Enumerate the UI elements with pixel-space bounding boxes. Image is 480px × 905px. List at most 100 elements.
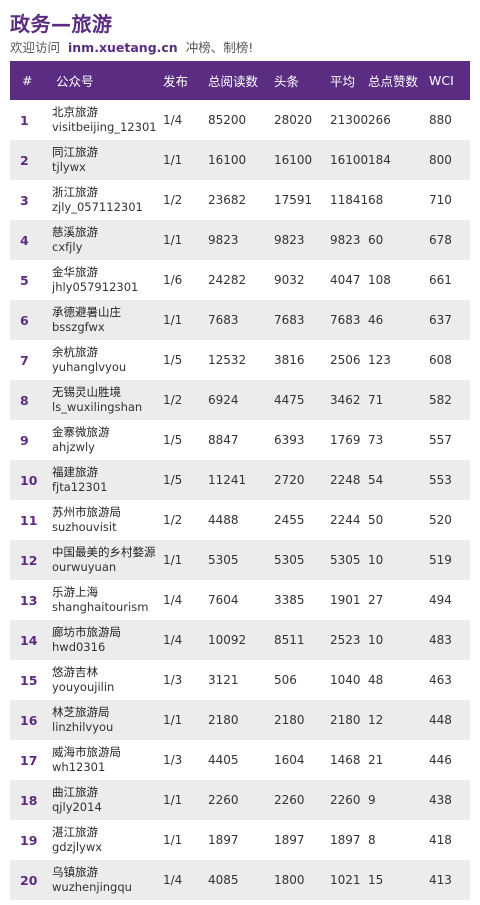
total-likes: 123 bbox=[368, 353, 391, 367]
account-id: linzhilvyou bbox=[52, 720, 114, 734]
account-cell[interactable]: 威海市旅游局 wh12301 bbox=[52, 745, 163, 775]
account-name[interactable]: 同江旅游 bbox=[52, 145, 98, 159]
average-reads: 1769 bbox=[330, 433, 361, 447]
table-row[interactable]: 1 北京旅游 visitbeijing_12301 1/4 85200 28020 2130… bbox=[10, 100, 470, 140]
table-row[interactable]: 16 林芝旅游局 linzhilvyou 1/1 2180 2180 2180 12 448 bbox=[10, 700, 470, 740]
col-header-publish[interactable]: 发布 bbox=[163, 74, 189, 89]
account-name[interactable]: 承德避暑山庄 bbox=[52, 305, 121, 319]
table-row[interactable]: 12 中国最美的乡村婺源 ourwuyuan 1/1 5305 5305 5305 10 519 bbox=[10, 540, 470, 580]
total-reads: 4405 bbox=[208, 753, 239, 767]
wci-score: 800 bbox=[429, 153, 452, 167]
account-cell[interactable]: 乌镇旅游 wuzhenjingqu bbox=[52, 865, 163, 895]
account-name[interactable]: 无锡灵山胜境 bbox=[52, 385, 121, 399]
headline-reads: 6393 bbox=[274, 433, 305, 447]
account-cell[interactable]: 北京旅游 visitbeijing_12301 bbox=[52, 105, 163, 135]
col-header-headline[interactable]: 头条 bbox=[274, 74, 300, 89]
account-cell[interactable]: 中国最美的乡村婺源 ourwuyuan bbox=[52, 545, 163, 575]
rank-number: 7 bbox=[20, 352, 29, 368]
account-cell[interactable]: 承德避暑山庄 bsszgfwx bbox=[52, 305, 163, 335]
account-cell[interactable]: 慈溪旅游 cxfjly bbox=[52, 225, 163, 255]
publish-count: 1/2 bbox=[163, 193, 183, 207]
account-id: ourwuyuan bbox=[52, 560, 117, 574]
account-name[interactable]: 中国最美的乡村婺源 bbox=[52, 545, 156, 559]
account-name[interactable]: 林芝旅游局 bbox=[52, 705, 110, 719]
publish-count: 1/6 bbox=[163, 273, 183, 287]
account-cell[interactable]: 金华旅游 jhly057912301 bbox=[52, 265, 163, 295]
table-row[interactable]: 17 威海市旅游局 wh12301 1/3 4405 1604 1468 21 446 bbox=[10, 740, 470, 780]
table-row[interactable]: 13 乐游上海 shanghaitourism 1/4 7604 3385 1901 27 49… bbox=[10, 580, 470, 620]
account-name[interactable]: 威海市旅游局 bbox=[52, 745, 121, 759]
table-row[interactable]: 8 无锡灵山胜境 ls_wuxilingshan 1/2 6924 4475 3462 71 5… bbox=[10, 380, 470, 420]
account-name[interactable]: 浙江旅游 bbox=[52, 185, 98, 199]
account-id: gdzjlywx bbox=[52, 840, 103, 854]
account-name[interactable]: 悠游吉林 bbox=[52, 665, 98, 679]
account-cell[interactable]: 林芝旅游局 linzhilvyou bbox=[52, 705, 163, 735]
table-row[interactable]: 3 浙江旅游 zjly_057112301 1/2 23682 17591 11841 68 7… bbox=[10, 180, 470, 220]
total-likes: 54 bbox=[368, 473, 384, 487]
account-cell[interactable]: 浙江旅游 zjly_057112301 bbox=[52, 185, 163, 215]
col-header-account[interactable]: 公众号 bbox=[56, 74, 94, 89]
wci-score: 520 bbox=[429, 513, 452, 527]
publish-count: 1/4 bbox=[163, 873, 183, 887]
account-name[interactable]: 苏州市旅游局 bbox=[52, 505, 121, 519]
account-name[interactable]: 乐游上海 bbox=[52, 585, 98, 599]
account-name[interactable]: 慈溪旅游 bbox=[52, 225, 98, 239]
total-reads: 7604 bbox=[208, 593, 239, 607]
table-row[interactable]: 2 同江旅游 tjlywx 1/1 16100 16100 16100 184 800 bbox=[10, 140, 470, 180]
account-cell[interactable]: 悠游吉林 youyoujilin bbox=[52, 665, 163, 695]
table-row[interactable]: 5 金华旅游 jhly057912301 1/6 24282 9032 4047 108 661 bbox=[10, 260, 470, 300]
table-row[interactable]: 20 乌镇旅游 wuzhenjingqu 1/4 4085 1800 1021 15 413 bbox=[10, 860, 470, 900]
table-row[interactable]: 7 余杭旅游 yuhanglvyou 1/5 12532 3816 2506 123 608 bbox=[10, 340, 470, 380]
account-name[interactable]: 福建旅游 bbox=[52, 465, 98, 479]
col-header-rank[interactable]: # bbox=[22, 73, 33, 88]
account-cell[interactable]: 福建旅游 fjta12301 bbox=[52, 465, 163, 495]
account-name[interactable]: 金寨微旅游 bbox=[52, 425, 110, 439]
table-row[interactable]: 4 慈溪旅游 cxfjly 1/1 9823 9823 9823 60 678 bbox=[10, 220, 470, 260]
account-cell[interactable]: 廊坊市旅游局 hwd0316 bbox=[52, 625, 163, 655]
account-name[interactable]: 北京旅游 bbox=[52, 105, 98, 119]
account-cell[interactable]: 同江旅游 tjlywx bbox=[52, 145, 163, 175]
col-header-total-reads[interactable]: 总阅读数 bbox=[208, 74, 259, 89]
account-name[interactable]: 廊坊市旅游局 bbox=[52, 625, 121, 639]
table-row[interactable]: 9 金寨微旅游 ahjzwly 1/5 8847 6393 1769 73 557 bbox=[10, 420, 470, 460]
rank-number: 12 bbox=[20, 552, 38, 568]
account-name[interactable]: 余杭旅游 bbox=[52, 345, 98, 359]
account-cell[interactable]: 无锡灵山胜境 ls_wuxilingshan bbox=[52, 385, 163, 415]
table-row[interactable]: 15 悠游吉林 youyoujilin 1/3 3121 506 1040 48 463 bbox=[10, 660, 470, 700]
headline-reads: 1800 bbox=[274, 873, 305, 887]
account-cell[interactable]: 余杭旅游 yuhanglvyou bbox=[52, 345, 163, 375]
account-id: fjta12301 bbox=[52, 480, 108, 494]
account-id: youyoujilin bbox=[52, 680, 115, 694]
rank-number: 10 bbox=[20, 472, 38, 488]
account-cell[interactable]: 乐游上海 shanghaitourism bbox=[52, 585, 163, 615]
headline-reads: 9823 bbox=[274, 233, 305, 247]
table-row[interactable]: 6 承德避暑山庄 bsszgfwx 1/1 7683 7683 7683 46 637 bbox=[10, 300, 470, 340]
account-cell[interactable]: 金寨微旅游 ahjzwly bbox=[52, 425, 163, 455]
account-name[interactable]: 金华旅游 bbox=[52, 265, 98, 279]
col-header-wci[interactable]: WCI bbox=[429, 73, 454, 88]
account-id: tjlywx bbox=[52, 160, 86, 174]
total-reads: 23682 bbox=[208, 193, 247, 207]
wci-score: 608 bbox=[429, 353, 452, 367]
account-id: qjly2014 bbox=[52, 800, 102, 814]
table-row[interactable]: 14 廊坊市旅游局 hwd0316 1/4 10092 8511 2523 10 483 bbox=[10, 620, 470, 660]
table-row[interactable]: 18 曲江旅游 qjly2014 1/1 2260 2260 2260 9 438 bbox=[10, 780, 470, 820]
publish-count: 1/4 bbox=[163, 633, 183, 647]
col-header-likes[interactable]: 总点赞数 bbox=[368, 74, 419, 89]
total-reads: 4488 bbox=[208, 513, 239, 527]
account-name[interactable]: 曲江旅游 bbox=[52, 785, 98, 799]
account-cell[interactable]: 苏州市旅游局 suzhouvisit bbox=[52, 505, 163, 535]
table-row[interactable]: 19 湛江旅游 gdzjlywx 1/1 1897 1897 1897 8 418 bbox=[10, 820, 470, 860]
col-header-average[interactable]: 平均 bbox=[330, 74, 356, 89]
headline-reads: 9032 bbox=[274, 273, 305, 287]
account-cell[interactable]: 曲江旅游 qjly2014 bbox=[52, 785, 163, 815]
table-row[interactable]: 10 福建旅游 fjta12301 1/5 11241 2720 2248 54 553 bbox=[10, 460, 470, 500]
site-link[interactable]: inm.xuetang.cn bbox=[68, 40, 178, 55]
account-name[interactable]: 湛江旅游 bbox=[52, 825, 98, 839]
average-reads: 16100 bbox=[330, 153, 368, 167]
total-likes: 184 bbox=[368, 153, 391, 167]
account-cell[interactable]: 湛江旅游 gdzjlywx bbox=[52, 825, 163, 855]
table-row[interactable]: 11 苏州市旅游局 suzhouvisit 1/2 4488 2455 2244 50 520 bbox=[10, 500, 470, 540]
rank-number: 14 bbox=[20, 632, 38, 648]
account-name[interactable]: 乌镇旅游 bbox=[52, 865, 98, 879]
